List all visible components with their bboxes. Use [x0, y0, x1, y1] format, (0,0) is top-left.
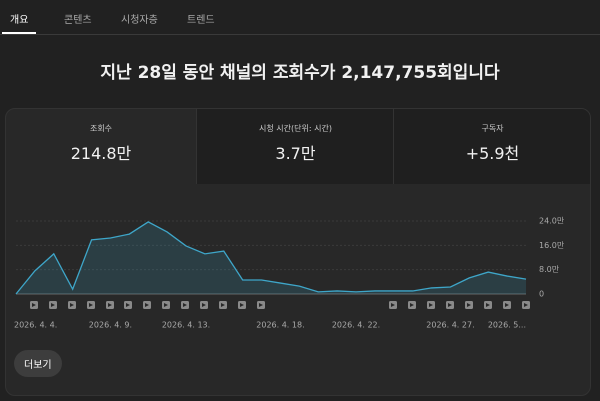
video-markers	[30, 301, 530, 309]
tab[interactable]: 콘텐츠	[64, 15, 92, 26]
headline: 지난 28일 동안 채널의 조회수가 2,147,755회입니다	[100, 63, 500, 83]
x-tick-label: 2026. 4. 22.	[332, 321, 380, 330]
x-tick-label: 2026. 4. 27.	[426, 321, 474, 330]
area	[16, 221, 526, 294]
tab[interactable]: 시청자층	[121, 15, 158, 26]
x-tick-label: 2026. 5...	[488, 321, 526, 330]
tab-underline	[2, 32, 36, 34]
metric-label: 구독자	[481, 124, 504, 133]
tab-bar: 개요 콘텐츠 시청자층 트렌드	[0, 0, 600, 35]
y-tick-label: 24.0만	[539, 217, 565, 226]
metric-label: 조회수	[89, 124, 113, 133]
y-tick-label: 16.0만	[539, 241, 565, 250]
metric-tab[interactable]: 구독자 +5.9천	[393, 109, 590, 184]
tab[interactable]: 개요	[10, 15, 29, 26]
y-tick-label: 8.0만	[539, 265, 560, 274]
x-tick-label: 2026. 4. 18.	[256, 321, 304, 330]
metric-tab[interactable]: 시청 시간(단위: 시간) 3.7만	[196, 109, 394, 184]
x-tick-label: 2026. 4. 4.	[14, 321, 57, 330]
x-tick-label: 2026. 4. 13.	[162, 321, 210, 330]
metric-tab[interactable]: 조회수 214.8만	[6, 109, 196, 184]
metric-value: +5.9천	[465, 144, 520, 163]
metric-value: 214.8만	[70, 144, 132, 163]
line	[15, 221, 527, 295]
metric-label: 시청 시간(단위: 시간)	[259, 124, 332, 133]
chart: 0 8.0만 16.0만 24.0만 2026. 4. 4. 2026. 4. 9. 202…	[14, 217, 565, 330]
analytics-card: 조회수 214.8만 시청 시간(단위: 시간) 3.7만 구독자 +5.9천 …	[5, 108, 591, 396]
y-tick-label: 0	[539, 290, 544, 299]
metric-value: 3.7만	[275, 144, 316, 163]
x-tick-label: 2026. 4. 9.	[89, 321, 132, 330]
more-button[interactable]: 더보기	[14, 350, 62, 377]
tab[interactable]: 트렌드	[187, 15, 215, 26]
